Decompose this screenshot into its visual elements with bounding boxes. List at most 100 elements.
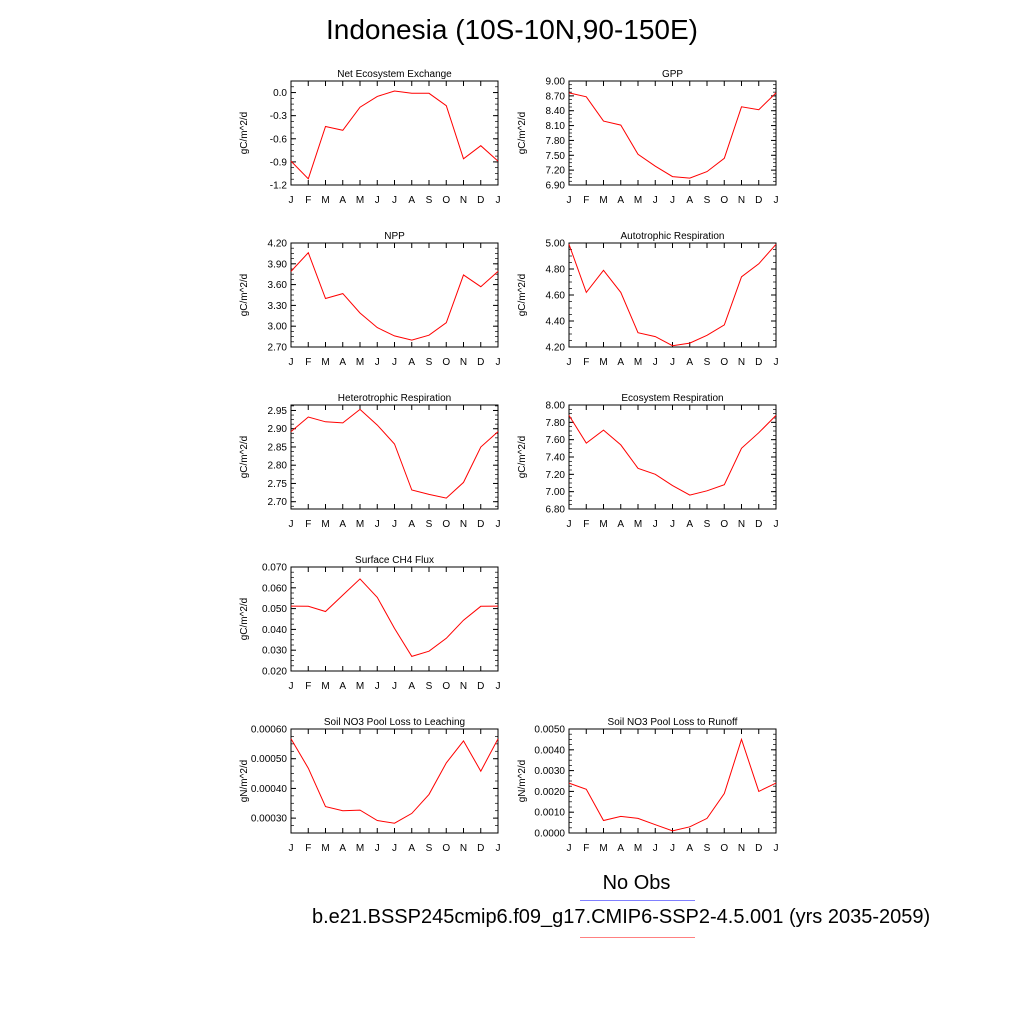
plot-frame — [568, 80, 777, 186]
x-tick-label: A — [339, 357, 346, 368]
x-tick-label: A — [686, 357, 693, 368]
y-tick-label: 0.0 — [273, 88, 287, 99]
y-axis-label: gC/m^2/d — [239, 598, 250, 641]
panel-title: GPP — [662, 69, 683, 80]
y-tick-label: 7.80 — [546, 136, 566, 147]
y-tick-label: 3.30 — [268, 301, 288, 312]
x-tick-label: J — [375, 195, 380, 206]
series-line — [290, 408, 499, 499]
x-tick-label: O — [442, 843, 450, 854]
x-tick-label: A — [686, 519, 693, 530]
y-tick-label: 0.070 — [262, 563, 287, 574]
x-tick-label: M — [634, 843, 642, 854]
series-line — [290, 251, 499, 341]
y-tick-label: 4.80 — [546, 265, 566, 276]
x-tick-label: J — [496, 843, 501, 854]
series-line — [568, 243, 777, 347]
y-tick-label: 3.60 — [268, 280, 288, 291]
y-tick-label: -0.3 — [270, 111, 288, 122]
legend-case-line — [580, 937, 695, 938]
panel-title: Ecosystem Respiration — [621, 393, 723, 404]
x-tick-label: M — [599, 357, 607, 368]
y-tick-label: -0.9 — [270, 157, 288, 168]
y-tick-label: 7.60 — [546, 435, 566, 446]
y-tick-label: 0.0050 — [534, 725, 565, 736]
x-tick-label: A — [686, 195, 693, 206]
y-tick-label: 4.40 — [546, 317, 566, 328]
x-tick-label: N — [738, 519, 745, 530]
x-tick-label: J — [392, 843, 397, 854]
x-tick-label: F — [583, 357, 589, 368]
y-tick-label: 2.70 — [268, 497, 288, 508]
x-tick-label: J — [653, 195, 658, 206]
x-tick-label: N — [738, 357, 745, 368]
x-tick-label: M — [599, 843, 607, 854]
x-tick-label: S — [704, 195, 711, 206]
plot-frame — [290, 80, 499, 186]
x-tick-label: O — [442, 519, 450, 530]
y-tick-label: 0.00040 — [251, 784, 288, 795]
x-tick-label: J — [653, 843, 658, 854]
y-tick-label: 0.00030 — [251, 814, 288, 825]
x-tick-label: N — [460, 843, 467, 854]
y-tick-label: 7.20 — [546, 166, 566, 177]
y-tick-label: 3.00 — [268, 322, 288, 333]
x-tick-label: F — [305, 357, 311, 368]
x-tick-label: F — [583, 195, 589, 206]
x-tick-label: N — [460, 195, 467, 206]
x-tick-label: J — [670, 195, 675, 206]
y-tick-label: -0.6 — [270, 134, 288, 145]
y-tick-label: 2.75 — [268, 479, 288, 490]
legend-obs-line — [580, 900, 695, 901]
x-tick-label: M — [321, 195, 329, 206]
legend-case-label: b.e21.BSSP245cmip6.f09_g17.CMIP6-SSP2-4.… — [312, 906, 931, 928]
y-tick-label: 2.80 — [268, 461, 288, 472]
y-tick-label: 5.00 — [546, 239, 566, 250]
x-tick-label: S — [426, 843, 433, 854]
x-tick-label: D — [477, 843, 484, 854]
x-tick-label: M — [356, 357, 364, 368]
x-tick-label: S — [426, 195, 433, 206]
y-tick-label: 8.70 — [546, 91, 566, 102]
x-tick-label: M — [634, 195, 642, 206]
x-tick-label: M — [356, 195, 364, 206]
y-tick-label: 2.85 — [268, 442, 288, 453]
x-tick-label: A — [408, 681, 415, 692]
x-tick-label: F — [305, 843, 311, 854]
y-axis-label: gN/m^2/d — [517, 760, 528, 803]
x-tick-label: O — [720, 843, 728, 854]
plot-frame — [290, 566, 499, 672]
y-axis-label: gC/m^2/d — [517, 112, 528, 155]
x-tick-label: J — [774, 195, 779, 206]
x-tick-label: M — [321, 843, 329, 854]
y-axis-label: gC/m^2/d — [517, 274, 528, 317]
plot-frame — [568, 404, 777, 510]
x-tick-label: J — [670, 843, 675, 854]
x-tick-label: J — [567, 843, 572, 854]
y-tick-label: 4.20 — [268, 239, 288, 250]
y-tick-label: 6.80 — [546, 505, 566, 516]
panel-title: Soil NO3 Pool Loss to Runoff — [608, 717, 738, 728]
x-tick-label: J — [392, 357, 397, 368]
series-line — [568, 415, 777, 496]
x-tick-label: F — [305, 519, 311, 530]
x-tick-label: S — [704, 843, 711, 854]
x-tick-label: S — [704, 519, 711, 530]
x-tick-label: F — [583, 843, 589, 854]
series-line — [290, 738, 499, 824]
legend-obs-label: No Obs — [602, 872, 671, 894]
x-tick-label: J — [567, 195, 572, 206]
x-tick-label: J — [496, 357, 501, 368]
x-tick-label: J — [496, 195, 501, 206]
x-tick-label: J — [567, 519, 572, 530]
x-tick-label: D — [755, 843, 762, 854]
panel-title: Soil NO3 Pool Loss to Leaching — [324, 717, 465, 728]
x-tick-label: M — [356, 843, 364, 854]
x-tick-label: O — [720, 519, 728, 530]
y-tick-label: 0.00060 — [251, 725, 288, 736]
chart-panel: Ecosystem Respiration gC/m^2/d 8.00 7.80 7.6… — [517, 393, 779, 530]
y-axis-label: gC/m^2/d — [517, 436, 528, 479]
y-tick-label: 8.10 — [546, 121, 566, 132]
